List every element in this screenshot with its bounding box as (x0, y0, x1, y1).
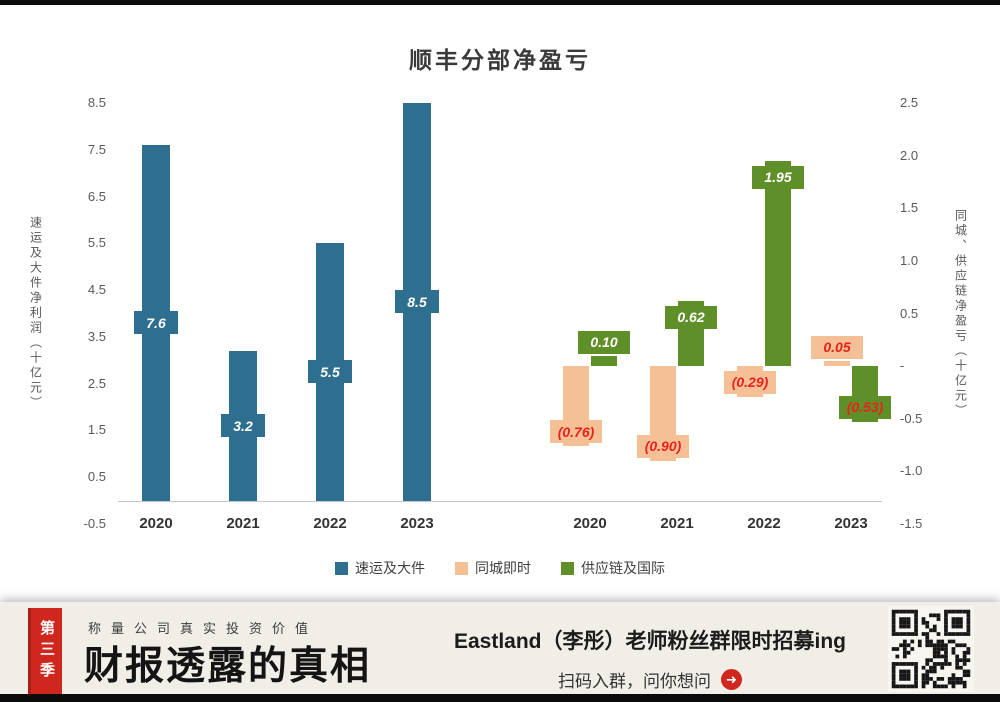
bar-undefined (765, 160, 791, 367)
qr-code (888, 606, 974, 692)
category-label: 2023 (400, 515, 434, 532)
left-axis-tick: 6.5 (87, 188, 106, 204)
footer-tagline: 称量公司真实投资价值 (88, 621, 319, 636)
legend-item: 同城即时 (455, 558, 531, 578)
footer-brand-title: 财报透露的真相 (84, 645, 372, 688)
bar-value-label: 3.2 (221, 414, 265, 438)
legend-item: 速运及大件 (335, 558, 425, 578)
bar-undefined (824, 360, 850, 367)
right-axis-tick: 1.5 (900, 200, 919, 216)
legend-label: 供应链及国际 (581, 560, 665, 576)
right-axis-tick: - (900, 358, 905, 374)
category-label: 2020 (139, 515, 173, 532)
legend-label: 同城即时 (475, 560, 531, 576)
right-axis-tick: -1.5 (900, 516, 923, 531)
top-border (0, 0, 1000, 5)
promo-subline: 扫码入群，问你想问 (558, 672, 711, 691)
left-axis-tick: 5.5 (87, 235, 106, 251)
bar-value-label: 5.5 (308, 360, 352, 384)
right-axis-tick: 0.5 (900, 305, 919, 321)
bottom-border (0, 694, 1000, 702)
left-axis-title: 速运及大件净利润（十亿元） (28, 216, 43, 411)
footer-banner: 第三季 称量公司真实投资价值 财报透露的真相 Eastland（李彤）老师粉丝群… (0, 602, 1000, 694)
legend-item: 供应链及国际 (561, 558, 665, 578)
left-axis-tick: 8.5 (87, 95, 106, 110)
right-axis-title: 同城、供应链净盈亏（十亿元） (953, 208, 968, 419)
bar-value-label: 0.05 (811, 335, 863, 359)
category-label: 2023 (834, 515, 868, 532)
left-axis-tick: 1.5 (87, 422, 106, 438)
promo-headline: Eastland（李彤）老师粉丝群限时招募ing (453, 630, 847, 653)
left-axis-tick: 4.5 (87, 282, 106, 298)
left-axis-tick: 2.5 (87, 375, 106, 391)
plot-area: 8.5 7.5 6.5 5.5 4.5 3.5 2.5 1.5 0.5 -0.5 2.5 2.0 1.5… (0, 5, 1000, 602)
bar-value-label: 0.62 (665, 305, 717, 329)
bar-value-label: 1.95 (752, 165, 804, 189)
left-axis-tick: -0.5 (83, 516, 106, 531)
legend-swatch (561, 561, 574, 575)
chart-title: 顺丰分部净盈亏 (409, 47, 591, 73)
legend: 速运及大件 同城即时 供应链及国际 (0, 558, 1000, 578)
bar-value-label: 0.10 (578, 330, 630, 354)
left-axis-tick: 0.5 (87, 469, 106, 485)
bar-value-label: (0.53) (839, 395, 891, 419)
chart-area: 顺丰分部净盈亏 速运及大件净利润（十亿元） 同城、供应链净盈亏（十亿元） 8.5… (0, 5, 1000, 602)
bar-value-label: 8.5 (395, 290, 439, 314)
bar-value-label: 7.6 (134, 311, 178, 335)
right-axis-tick: 2.0 (900, 147, 919, 163)
left-axis-tick: 3.5 (87, 328, 106, 344)
season-tab: 第三季 (28, 608, 62, 694)
right-axis-tick: -0.5 (900, 410, 923, 426)
category-label: 2021 (226, 515, 260, 532)
promo-subline-row: 扫码入群，问你想问 ➜ (428, 667, 872, 692)
category-label: 2022 (747, 515, 781, 532)
category-label: 2021 (660, 515, 694, 532)
right-axis-tick: 2.5 (900, 95, 919, 110)
category-label: 2022 (313, 515, 347, 532)
x-axis-line (118, 500, 882, 502)
right-axis-tick: -1.0 (900, 463, 923, 479)
category-label: 2020 (573, 515, 607, 532)
promo-block: Eastland（李彤）老师粉丝群限时招募ing 扫码入群，问你想问 ➜ (428, 625, 872, 692)
bar-undefined (591, 355, 617, 367)
bar-value-label: (0.76) (550, 420, 602, 444)
arrow-icon: ➜ (721, 669, 742, 690)
legend-swatch (455, 561, 468, 575)
right-axis-tick: 1.0 (900, 252, 919, 268)
bar-value-label: (0.29) (724, 370, 776, 394)
legend-swatch (335, 561, 348, 575)
bar-value-label: (0.90) (637, 434, 689, 458)
legend-label: 速运及大件 (355, 560, 425, 576)
left-axis-tick: 7.5 (87, 141, 106, 157)
